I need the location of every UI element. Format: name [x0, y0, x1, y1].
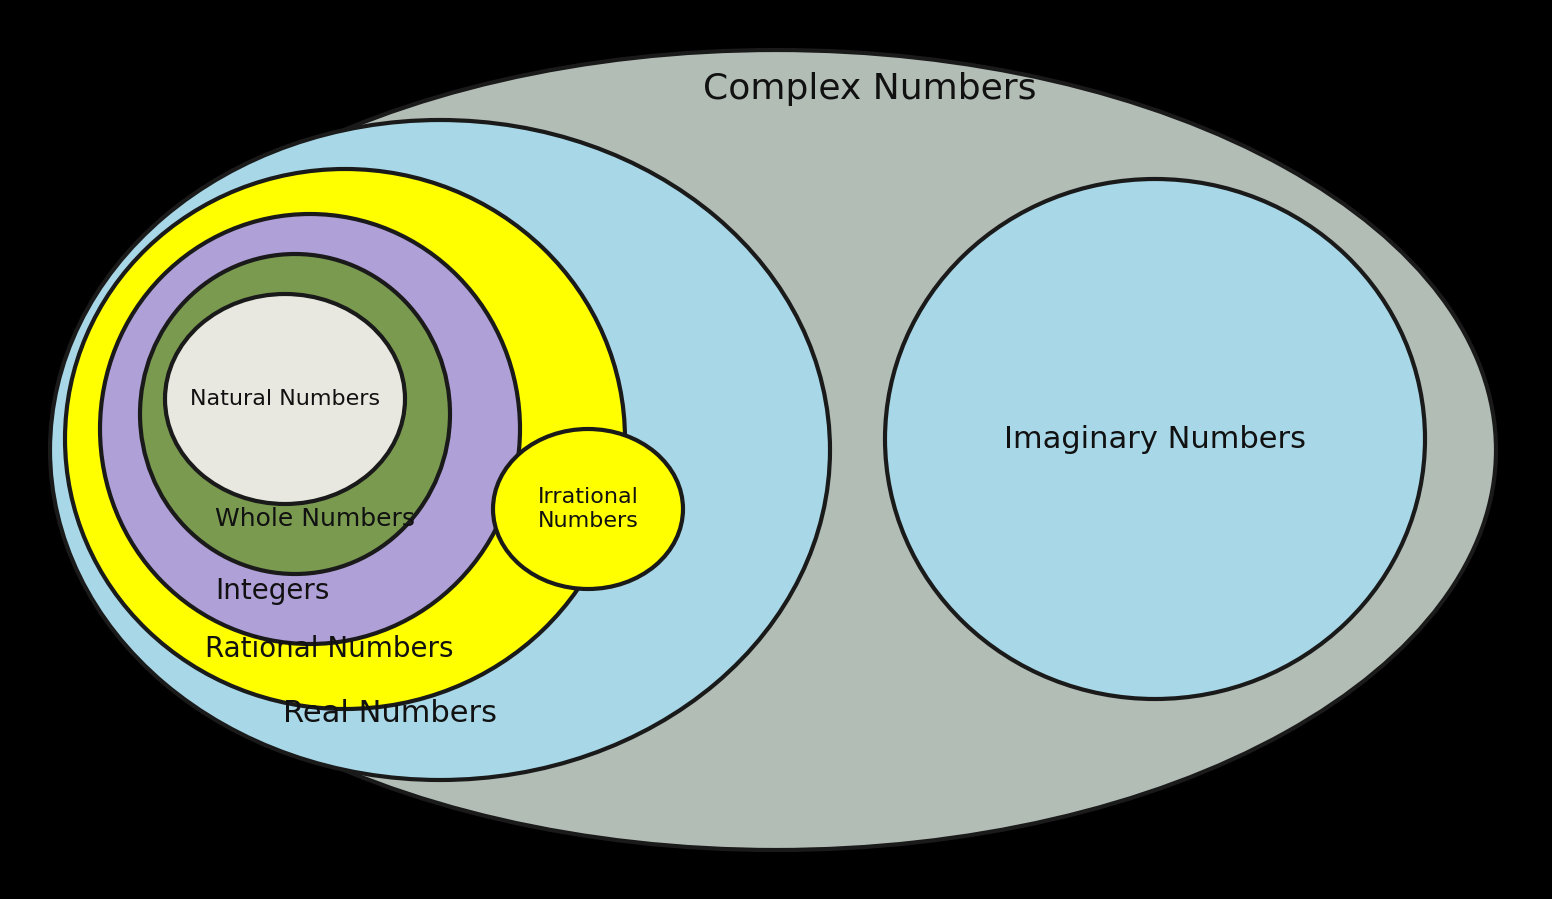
- Text: Whole Numbers: Whole Numbers: [216, 507, 414, 531]
- Text: Complex Numbers: Complex Numbers: [703, 72, 1037, 106]
- Text: Irrational
Numbers: Irrational Numbers: [537, 487, 638, 530]
- Ellipse shape: [885, 179, 1425, 699]
- Ellipse shape: [140, 254, 450, 574]
- Ellipse shape: [50, 120, 830, 780]
- Ellipse shape: [56, 50, 1496, 850]
- Text: Integers: Integers: [216, 577, 329, 605]
- Ellipse shape: [99, 214, 520, 644]
- Ellipse shape: [65, 169, 625, 709]
- Ellipse shape: [165, 294, 405, 504]
- Text: Imaginary Numbers: Imaginary Numbers: [1004, 424, 1305, 453]
- Text: Real Numbers: Real Numbers: [282, 699, 497, 728]
- Ellipse shape: [494, 429, 683, 589]
- Text: Natural Numbers: Natural Numbers: [189, 389, 380, 409]
- Text: Rational Numbers: Rational Numbers: [205, 635, 453, 663]
